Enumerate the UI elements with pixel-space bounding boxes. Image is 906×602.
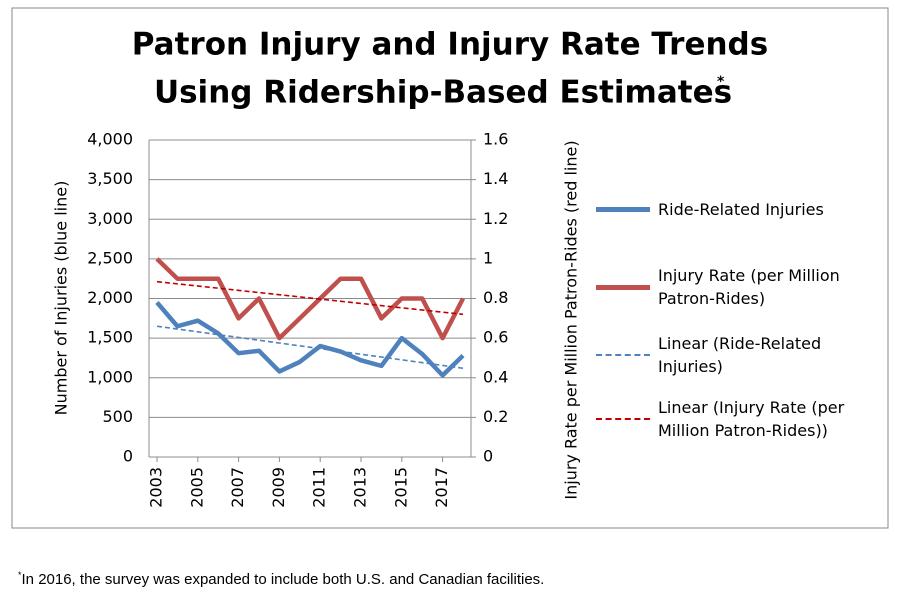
legend-swatch (596, 207, 650, 212)
x-tick-label: 2007 (228, 467, 247, 508)
y2-tick-label: 0.8 (483, 288, 508, 307)
legend-label: Injury Rate (per Million Patron-Rides) (658, 266, 840, 308)
y2-tick-label: 1.6 (483, 130, 508, 149)
legend-swatch (596, 284, 650, 290)
y2-tick-label: 1.4 (483, 169, 508, 188)
x-tick-label: 2011 (310, 467, 329, 508)
legend-swatch (596, 418, 650, 420)
trend-line (156, 280, 464, 316)
footnote-text: In 2016, the survey was expanded to incl… (21, 571, 545, 588)
y2-tick-label: 0.4 (483, 367, 508, 386)
legend-item: Linear (Injury Rate (per Million Patron-… (596, 396, 878, 442)
y-tick-label: 1,500 (87, 328, 133, 347)
y-axis-label: Number of Injuries (blue line) (52, 181, 71, 416)
title-mark: * (717, 74, 725, 90)
y2-tick-label: 0.2 (483, 407, 508, 426)
y-tick-label: 3,500 (87, 169, 133, 188)
legend-item: Linear (Ride-Related Injuries) (596, 332, 878, 378)
chart-title: Using Ridership-Based Estimates (154, 75, 732, 111)
y2-axis-label: Injury Rate per Million Patron-Rides (re… (562, 140, 581, 499)
legend-label: Linear (Injury Rate (per Million Patron-… (658, 398, 845, 440)
series-line (155, 300, 465, 378)
footnote: *In 2016, the survey was expanded to inc… (18, 570, 544, 588)
footnote-mark: * (18, 570, 22, 580)
x-tick-label: 2005 (187, 467, 206, 508)
y-tick-label: 2,500 (87, 248, 133, 267)
y2-tick-label: 0.6 (483, 328, 508, 347)
y-tick-label: 500 (102, 407, 133, 426)
x-tick-label: 2003 (147, 467, 166, 508)
y2-tick-label: 1 (483, 248, 493, 267)
y2-tick-label: 1.2 (483, 209, 508, 228)
legend-item: Ride-Related Injuries (596, 198, 878, 221)
y2-tick-label: 0 (483, 447, 493, 466)
y-tick-label: 3,000 (87, 209, 133, 228)
series-line (155, 257, 466, 341)
legend-label: Linear (Ride-Related Injuries) (658, 334, 822, 376)
y-tick-label: 4,000 (87, 130, 133, 149)
x-tick-label: 2013 (351, 467, 370, 508)
x-tick-label: 2015 (391, 467, 410, 508)
x-tick-label: 2009 (269, 467, 288, 508)
legend-item: Injury Rate (per Million Patron-Rides) (596, 264, 878, 310)
x-tick-label: 2017 (432, 467, 451, 508)
y-tick-label: 0 (123, 447, 133, 466)
legend-swatch (596, 354, 650, 356)
y-tick-label: 1,000 (87, 367, 133, 386)
y-tick-label: 2,000 (87, 288, 133, 307)
legend-label: Ride-Related Injuries (658, 200, 824, 219)
trend-line (156, 325, 464, 370)
chart-frame (11, 7, 889, 529)
chart-title: Patron Injury and Injury Rate Trends (132, 27, 768, 63)
